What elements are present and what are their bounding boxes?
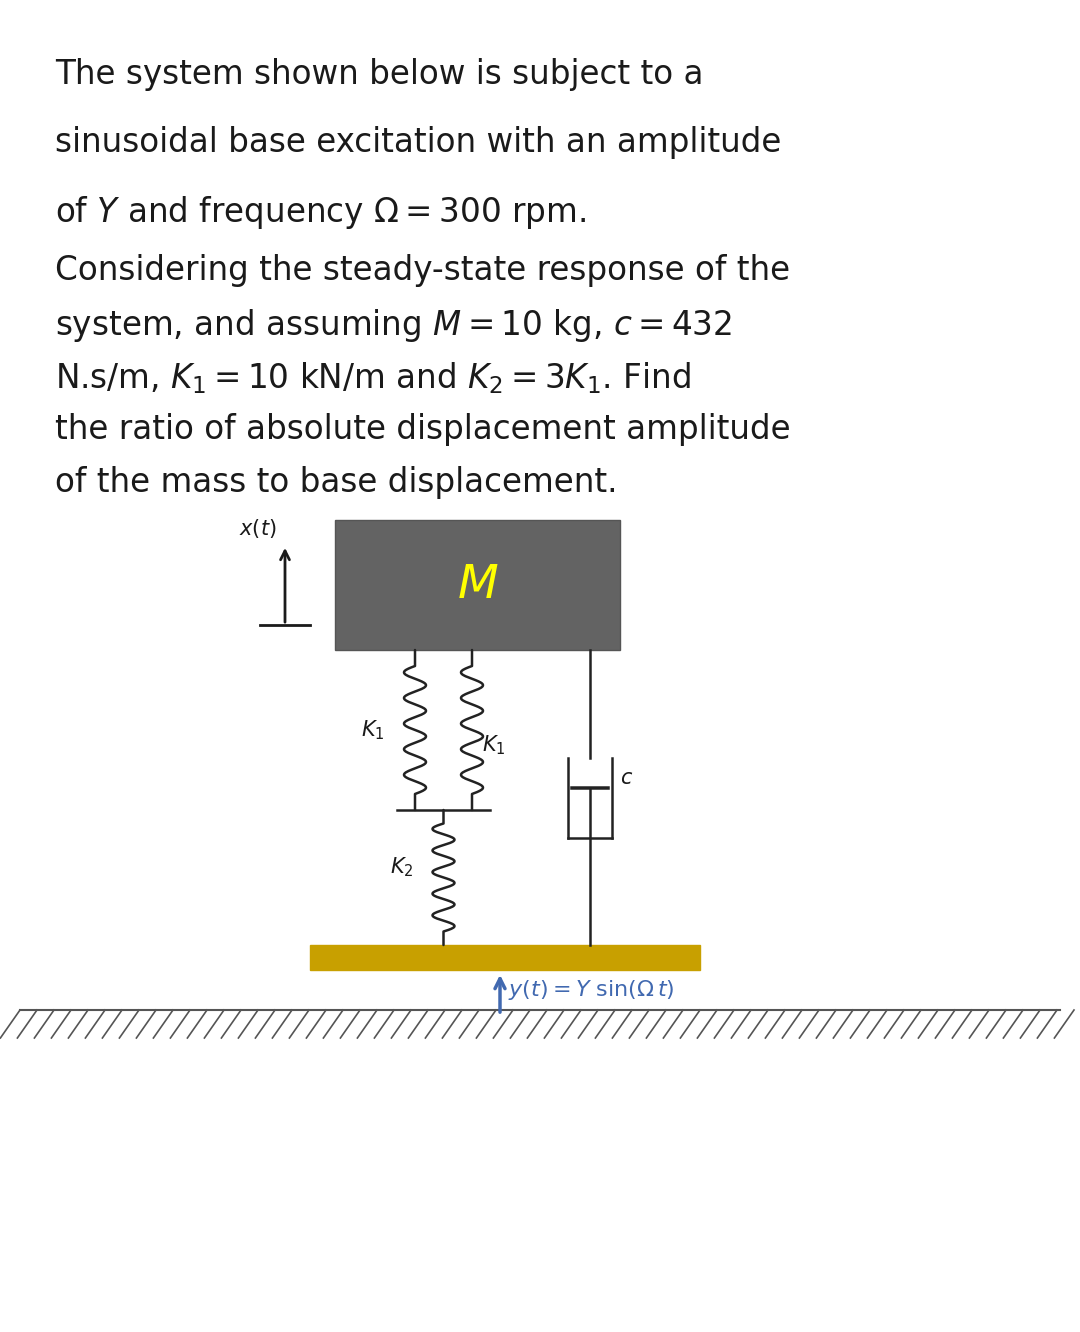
Text: $K_1$: $K_1$ xyxy=(362,718,384,742)
Text: The system shown below is subject to a: The system shown below is subject to a xyxy=(55,59,703,91)
Text: $K_1$: $K_1$ xyxy=(482,733,505,757)
Text: N.s/m, $K_1 = 10$ kN/m and $K_2 = 3K_1$. Find: N.s/m, $K_1 = 10$ kN/m and $K_2 = 3K_1$.… xyxy=(55,360,691,396)
Bar xyxy=(310,944,700,970)
Text: $x(t)$: $x(t)$ xyxy=(240,517,276,539)
Bar xyxy=(335,519,620,650)
Text: sinusoidal base excitation with an amplitude: sinusoidal base excitation with an ampli… xyxy=(55,127,781,159)
Text: the ratio of absolute displacement amplitude: the ratio of absolute displacement ampli… xyxy=(55,413,791,446)
Text: $c$: $c$ xyxy=(620,767,633,787)
Text: of $Y$ and frequency $\Omega = 300$ rpm.: of $Y$ and frequency $\Omega = 300$ rpm. xyxy=(55,194,586,230)
Text: Considering the steady-state response of the: Considering the steady-state response of… xyxy=(55,254,791,286)
Text: $y(t) = Y\ \sin(\Omega\, t)$: $y(t) = Y\ \sin(\Omega\, t)$ xyxy=(508,978,675,1002)
Text: of the mass to base displacement.: of the mass to base displacement. xyxy=(55,466,618,500)
Text: $M$: $M$ xyxy=(457,562,498,607)
Text: $K_2$: $K_2$ xyxy=(390,855,414,879)
Text: system, and assuming $M = 10$ kg, $c = 432$: system, and assuming $M = 10$ kg, $c = 4… xyxy=(55,306,732,344)
